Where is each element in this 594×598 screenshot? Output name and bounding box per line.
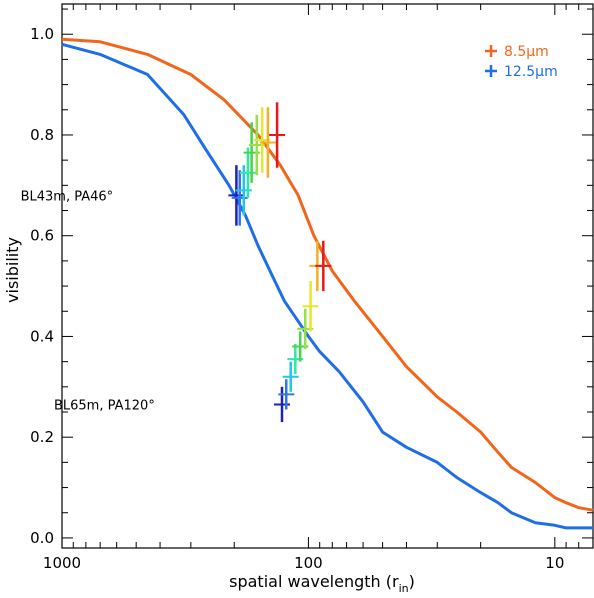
error-bar (228, 165, 245, 226)
x-tick-label: 100 (294, 554, 323, 572)
x-tick-label: 10 (545, 554, 564, 572)
error-bar (278, 379, 295, 410)
error-bar (269, 102, 286, 168)
error-bar (231, 170, 248, 226)
legend-label: 8.5μm (504, 44, 549, 60)
annotation-label: BL65m, PA120° (54, 398, 155, 413)
x-axis-title-close: ) (409, 572, 415, 591)
legend-entry: 8.5μm (485, 44, 549, 60)
legend-label: 12.5μm (504, 64, 558, 80)
error-bar (239, 147, 256, 198)
legend-entry: 12.5μm (485, 64, 558, 80)
series-line-12-5um (61, 42, 593, 530)
error-bar (282, 361, 299, 392)
y-tick-label: 0.0 (30, 529, 54, 547)
x-axis-title-sub: in (399, 582, 409, 595)
series-line-8-5um (61, 37, 594, 512)
y-tick-label: 0.6 (30, 227, 54, 245)
x-axis-title-main: spatial wavelength (r (229, 572, 399, 591)
y-tick-label: 0.2 (30, 428, 54, 446)
error-bar (273, 386, 290, 423)
y-axis-title: visibility (3, 237, 22, 303)
error-bar (315, 240, 332, 292)
x-tick-label: 1000 (43, 554, 81, 572)
y-tick-label: 0.8 (30, 126, 54, 144)
annotation-label: BL43m, PA46° (21, 189, 114, 204)
plot-frame (61, 3, 594, 549)
x-axis-title: spatial wavelength (rin) (229, 572, 415, 595)
y-tick-label: 1.0 (30, 25, 54, 43)
y-tick-label: 0.4 (30, 327, 54, 345)
error-bar (302, 281, 319, 332)
error-bar (259, 107, 276, 178)
